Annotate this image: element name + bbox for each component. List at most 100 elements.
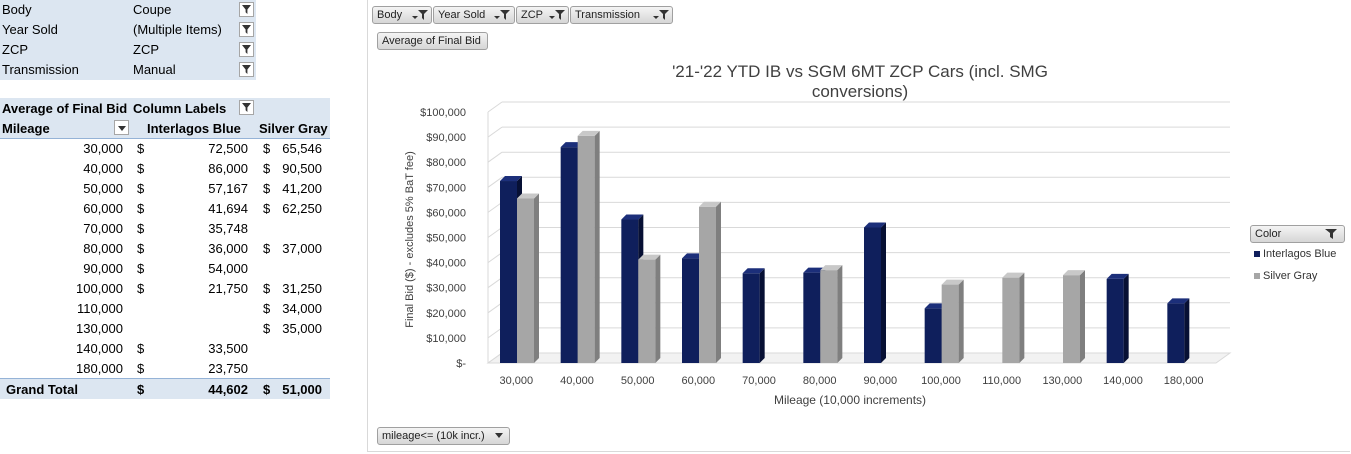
bar-side [1019,272,1025,363]
grand-total-silver-gray: 51,000 [282,382,322,397]
chart-filter-button-transmission[interactable]: Transmission [570,6,673,24]
axis-field-label: mileage<= (10k incr.) [382,430,485,442]
mileage-cell: 30,000 [83,141,123,156]
currency-symbol: $ [137,241,145,256]
bar-top [638,254,661,260]
x-tick-label: 130,000 [1042,375,1082,387]
mileage-filter-button[interactable] [114,120,129,135]
chart-filter-button-body[interactable]: Body [372,6,432,24]
grand-total-row: Grand Total $ 44,602 $ 51,000 [0,378,330,399]
legend-swatch [1254,273,1260,280]
chart-filter-label: Transmission [575,9,640,21]
bar-side [594,130,600,363]
bar [560,147,578,363]
mileage-cell: 60,000 [83,201,123,216]
legend-field-button[interactable]: Color [1250,225,1345,243]
bar-side [759,268,765,363]
x-tick-label: 40,000 [560,375,594,387]
interlagos-blue-cell: 36,000 [208,241,248,256]
table-row: 40,000 $86,000 $90,500 [0,158,330,178]
table-row: 30,000 $72,500 $65,546 [0,138,330,158]
column-header-interlagos-blue: Interlagos Blue [147,121,241,136]
gridline-side [487,151,503,163]
x-tick-label: 60,000 [682,375,716,387]
chevron-down-icon [495,433,503,438]
bar-top [560,142,583,148]
bar [621,219,639,363]
bar-top [1167,298,1190,304]
filter-icon [242,65,251,74]
silver-gray-cell: 65,546 [282,141,322,156]
currency-symbol: $ [137,261,145,276]
column-header-silver-gray: Silver Gray [259,121,328,136]
legend-label: Silver Gray [1263,270,1318,282]
bar [682,258,699,363]
bar-top [820,265,843,271]
x-tick-label: 110,000 [982,375,1021,387]
legend-item-interlagos-blue: Interlagos Blue [1254,248,1336,260]
x-axis-title: Mileage (10,000 increments) [774,393,926,407]
mileage-cell: 50,000 [83,181,123,196]
filter-dropdown-button[interactable] [239,2,254,17]
table-row: 110,000 $34,000 [0,298,330,318]
interlagos-blue-cell: 35,748 [208,221,248,236]
currency-symbol: $ [263,382,271,397]
interlagos-blue-cell: 41,694 [208,201,248,216]
value-field-button-label: Average of Final Bid [382,35,481,47]
currency-symbol: $ [137,281,145,296]
silver-gray-cell: 62,250 [282,201,322,216]
pivot-chart[interactable] [367,0,1350,452]
gridline-side [487,277,503,289]
chart-filter-button-year-sold[interactable]: Year Sold [433,6,515,24]
mileage-cell: 110,000 [76,301,123,316]
axis-field-button[interactable]: mileage<= (10k incr.) [377,427,510,445]
x-tick-label: 180,000 [1164,375,1204,387]
bar-top [1106,273,1129,279]
row-field-label: Mileage [2,121,50,136]
bar [742,273,760,363]
filter-dropdown-button[interactable] [239,22,254,37]
interlagos-blue-cell: 21,750 [208,281,248,296]
gridline-side [487,101,503,113]
filter-icon [494,10,510,20]
y-tick-label: $40,000 [426,258,466,270]
currency-symbol: $ [137,221,145,236]
legend-item-silver-gray: Silver Gray [1254,270,1317,282]
silver-gray-cell: 34,000 [282,301,322,316]
table-row: 60,000 $41,694 $62,250 [0,198,330,218]
interlagos-blue-cell: 57,167 [208,181,248,196]
filter-name: Year Sold [2,22,58,37]
filter-row-year-sold: Year Sold (Multiple Items) [0,20,256,40]
filter-name: Transmission [2,62,79,77]
currency-symbol: $ [137,181,145,196]
bar-top [924,303,947,309]
gridline-side [487,252,503,264]
currency-symbol: $ [263,161,271,176]
chart-title: '21-'22 YTD IB vs SGM 6MT ZCP Cars (incl… [672,62,1048,101]
filter-icon [549,10,565,20]
filter-icon [1325,229,1337,239]
bar-side [958,279,964,363]
gridline-side [487,201,503,213]
chevron-down-icon [118,126,126,131]
filter-dropdown-button[interactable] [239,42,254,57]
bar [577,135,595,363]
x-tick-label: 30,000 [500,375,534,387]
currency-symbol: $ [137,141,145,156]
filter-dropdown-button[interactable] [239,62,254,77]
pivot-header-row: Average of Final Bid Column Labels [0,98,330,118]
filter-value: ZCP [133,42,159,57]
y-tick-label: $80,000 [426,157,466,169]
value-field-button[interactable]: Average of Final Bid [377,32,488,50]
bar-top [621,214,644,220]
gridline-side [487,126,503,138]
gridline-side [487,302,503,314]
y-tick-label: $50,000 [426,233,466,245]
bar-side [716,201,721,363]
gridline-side [487,352,503,364]
filter-icon [653,10,669,20]
bar-top [517,193,539,199]
bar [1106,278,1124,363]
bar-top [500,176,522,182]
column-labels-filter-button[interactable] [239,100,254,115]
